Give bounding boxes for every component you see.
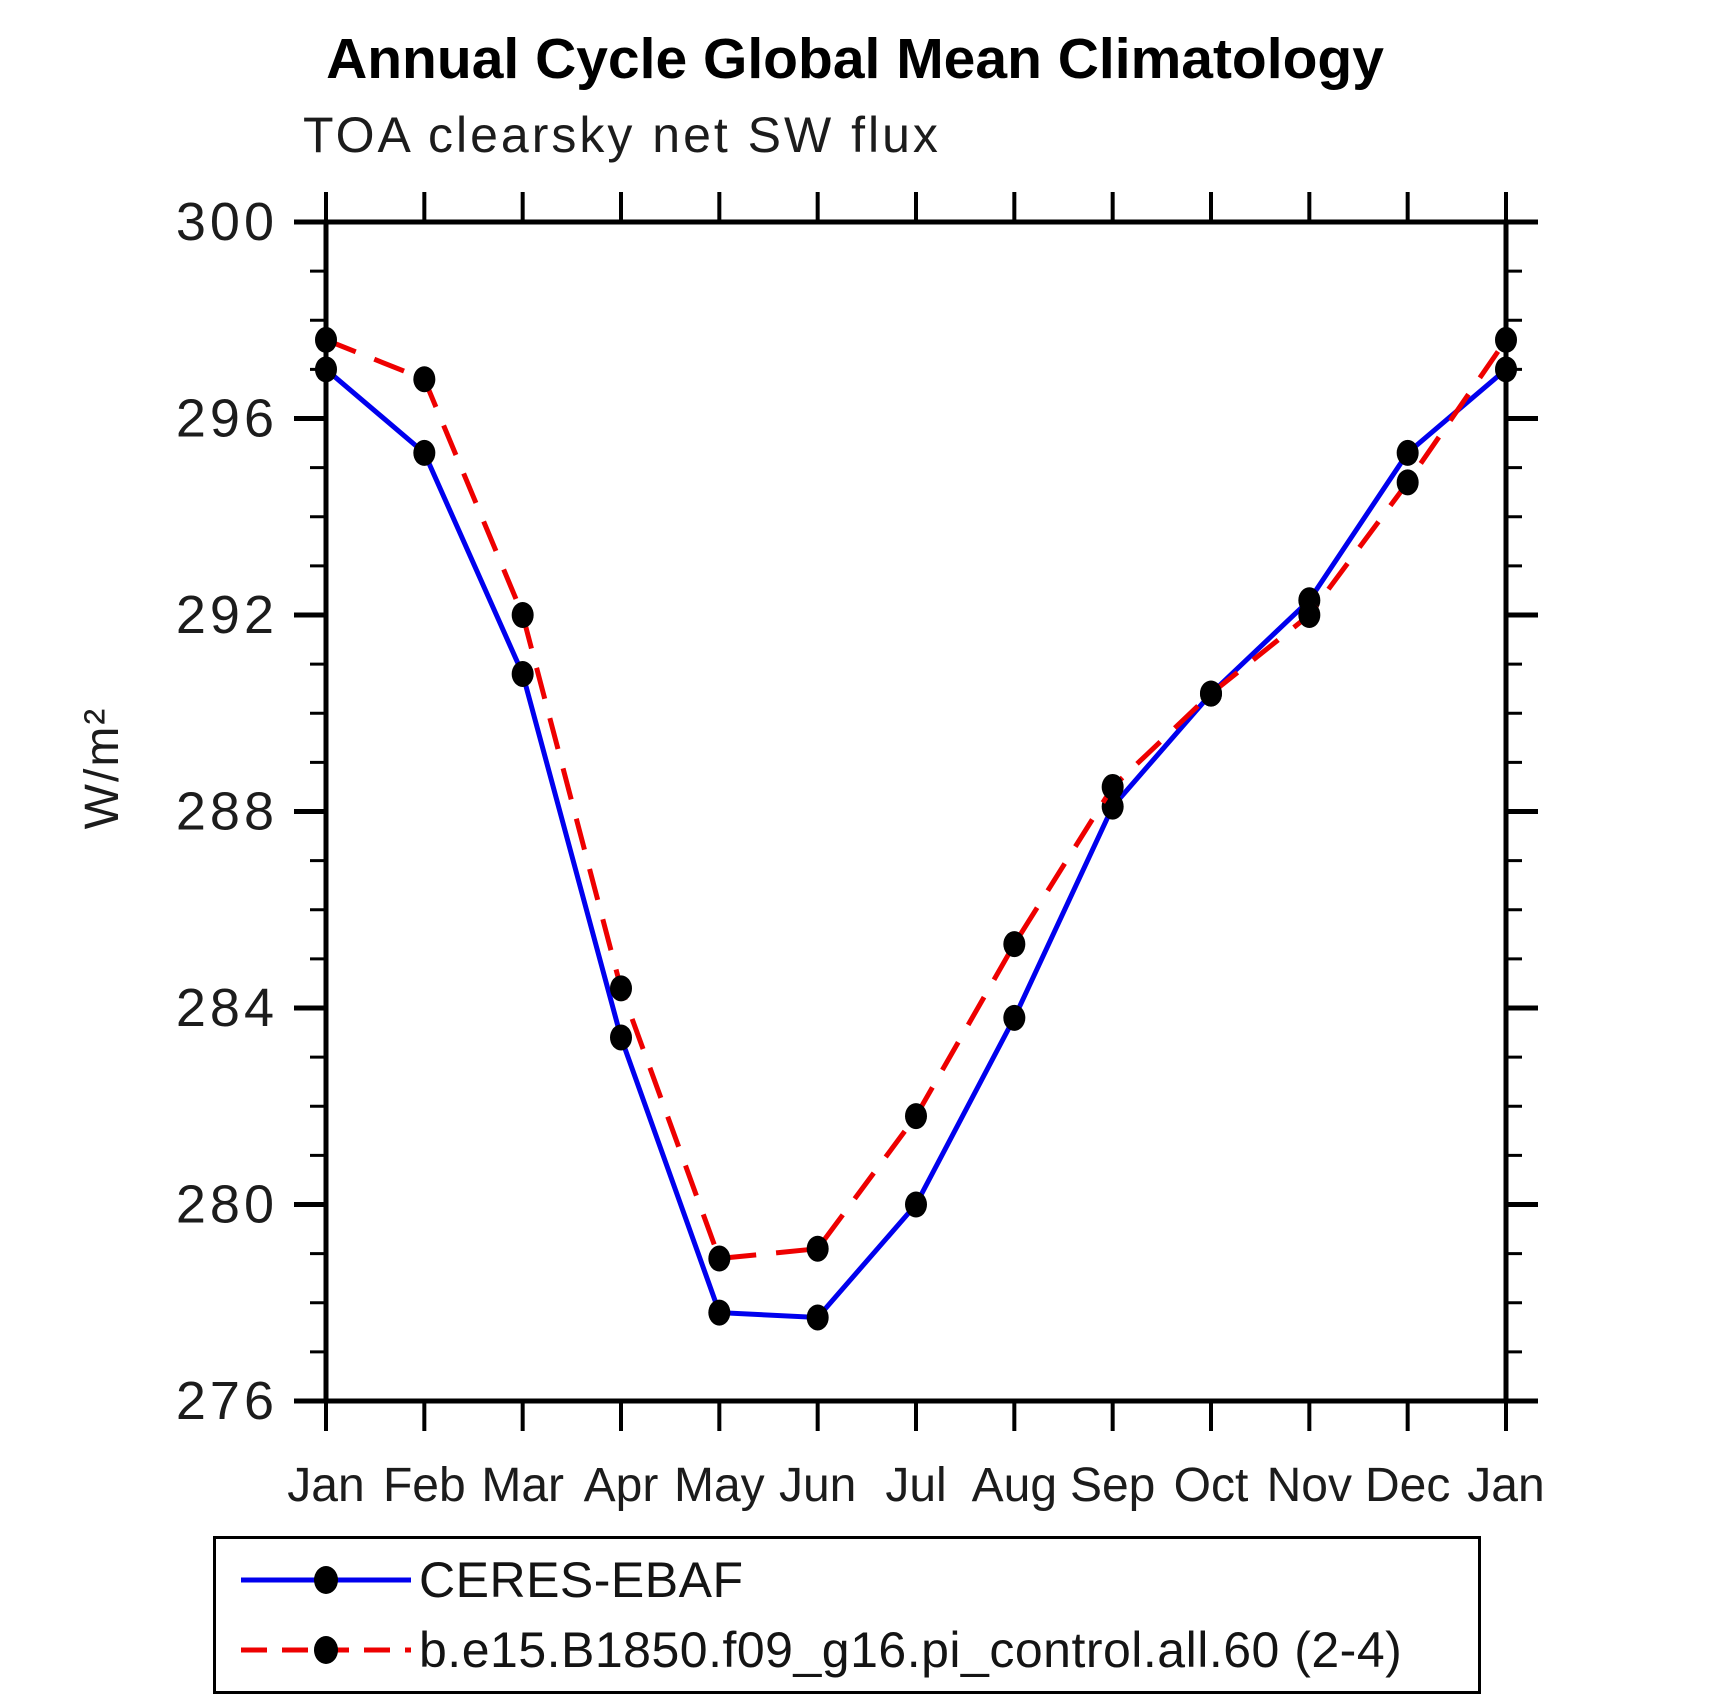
data-point-marker	[708, 1299, 731, 1326]
series-model	[315, 326, 1517, 1272]
chart-subtitle: TOA clearsky net SW flux	[303, 107, 941, 163]
data-point-marker	[905, 1191, 927, 1218]
data-point-marker	[610, 1024, 632, 1051]
data-point-marker	[708, 1245, 731, 1272]
y-tick-label: 296	[176, 389, 278, 449]
plot-frame	[323, 219, 1509, 1404]
y-tick-label: 276	[176, 1371, 278, 1431]
x-tick-label: Nov	[1267, 1459, 1352, 1512]
data-point-marker	[610, 975, 632, 1002]
x-tick-label: Mar	[481, 1459, 564, 1512]
series-ceres	[315, 356, 1517, 1331]
data-point-marker	[1495, 326, 1517, 353]
x-tick-label: Dec	[1365, 1459, 1450, 1512]
data-point-marker	[315, 356, 337, 383]
legend-item-ceres: CERES-EBAF	[238, 1551, 1478, 1609]
legend-line-sample-dashed	[241, 1636, 411, 1664]
y-tick-label: 300	[176, 192, 278, 252]
data-point-marker	[1396, 439, 1419, 466]
legend-label-ceres: CERES-EBAF	[419, 1552, 744, 1608]
series-line	[324, 367, 1508, 1321]
legend-item-model: b.e15.B1850.f09_g16.pi_control.all.60 (2…	[238, 1621, 1478, 1679]
data-point-marker	[1003, 1004, 1026, 1031]
axes: 276 280 284 288 292 296 300 Jan Feb Mar Apr May Jun J…	[176, 192, 1545, 1512]
y-tick-label: 284	[176, 978, 278, 1038]
x-tick-label: Sep	[1070, 1459, 1155, 1512]
data-point-marker	[1200, 680, 1222, 707]
y-tick-label: 280	[176, 1175, 278, 1235]
legend-label-model: b.e15.B1850.f09_g16.pi_control.all.60 (2…	[419, 1622, 1403, 1678]
x-tick-label: Jun	[779, 1459, 856, 1512]
data-point-marker	[806, 1304, 829, 1331]
y-tick-label: 292	[176, 585, 278, 645]
data-point-marker	[413, 366, 436, 393]
x-tick-label: Oct	[1174, 1459, 1249, 1512]
x-tick-label: Apr	[584, 1459, 659, 1512]
legend-line-sample-solid	[241, 1566, 411, 1594]
data-point-marker	[1003, 931, 1026, 958]
chart-title: Annual Cycle Global Mean Climatology	[326, 27, 1384, 91]
y-tick-label: 288	[176, 782, 278, 842]
x-tick-label: Aug	[972, 1459, 1057, 1512]
data-point-marker	[1396, 469, 1419, 496]
data-point-marker	[1495, 356, 1517, 383]
data-point-marker	[905, 1103, 927, 1130]
x-tick-label: Jan	[287, 1459, 364, 1512]
data-point-marker	[1101, 773, 1124, 800]
data-point-marker	[315, 326, 337, 353]
x-tick-label: Feb	[383, 1459, 466, 1512]
data-point-marker	[413, 439, 436, 466]
x-tick-label: Jan	[1467, 1459, 1544, 1512]
x-tick-label: Jul	[885, 1459, 946, 1512]
legend-marker-icon	[314, 1566, 338, 1594]
x-tick-label: May	[674, 1459, 765, 1512]
data-point-marker	[511, 660, 534, 687]
data-point-marker	[806, 1235, 829, 1262]
data-point-marker	[511, 602, 534, 628]
legend: CERES-EBAF b.e15.B1850.f09_g16.pi_contro…	[213, 1536, 1481, 1694]
y-axis-title: W/m²	[76, 707, 129, 830]
data-point-marker	[1298, 602, 1321, 628]
legend-marker-icon	[314, 1636, 338, 1664]
